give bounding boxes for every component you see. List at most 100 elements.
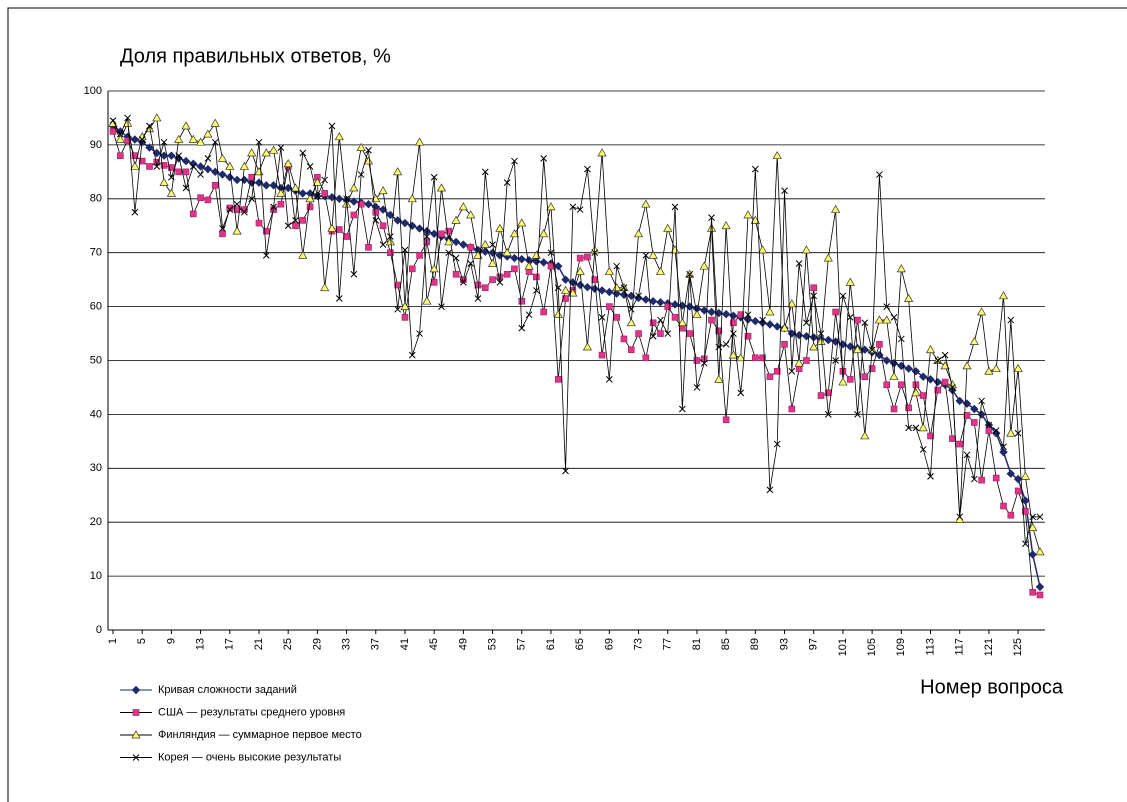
x-tick-label: 53 xyxy=(486,638,498,650)
point xyxy=(977,410,986,419)
point xyxy=(459,240,468,249)
y-tick-label: 10 xyxy=(90,570,102,582)
point xyxy=(175,168,182,176)
y-tick-label: 100 xyxy=(84,85,102,97)
point xyxy=(553,309,563,319)
point xyxy=(626,318,636,327)
point xyxy=(1036,591,1044,599)
point xyxy=(1028,550,1037,559)
point xyxy=(378,186,388,195)
point xyxy=(861,373,869,380)
point xyxy=(657,316,664,324)
point xyxy=(1028,522,1038,531)
point xyxy=(991,363,1001,372)
point xyxy=(934,386,942,394)
point xyxy=(977,307,987,316)
point xyxy=(517,218,527,227)
point xyxy=(883,381,891,389)
point xyxy=(511,265,518,273)
point xyxy=(1021,496,1030,505)
point xyxy=(590,284,599,294)
point xyxy=(752,354,759,362)
point xyxy=(991,429,1001,438)
point xyxy=(116,130,124,138)
point xyxy=(846,376,854,383)
point xyxy=(677,318,687,327)
point xyxy=(372,208,380,216)
x-tick-label: 89 xyxy=(749,638,761,650)
point xyxy=(255,219,263,227)
point xyxy=(400,218,410,228)
point xyxy=(911,367,921,376)
point xyxy=(876,341,883,348)
point xyxy=(467,260,475,267)
point xyxy=(335,194,344,204)
point xyxy=(115,134,125,143)
x-tick-label: 93 xyxy=(778,638,790,650)
point xyxy=(985,421,993,429)
point xyxy=(737,389,745,397)
point xyxy=(116,152,124,159)
x-tick-label: 21 xyxy=(253,638,265,650)
point xyxy=(949,435,956,442)
point xyxy=(145,143,154,152)
point xyxy=(225,173,234,182)
point xyxy=(232,175,242,185)
point xyxy=(648,250,658,259)
point xyxy=(1013,474,1023,484)
point xyxy=(511,157,518,165)
point xyxy=(328,122,336,130)
point xyxy=(861,319,869,327)
point xyxy=(744,332,752,340)
point xyxy=(905,404,912,412)
point xyxy=(430,173,438,181)
point xyxy=(730,319,737,327)
point xyxy=(460,278,467,286)
point xyxy=(109,117,117,124)
point xyxy=(262,252,270,259)
point xyxy=(751,316,760,326)
legend-label: Финляндия — суммарное первое место xyxy=(158,729,362,741)
point xyxy=(852,345,863,354)
point xyxy=(233,200,241,208)
point xyxy=(451,215,461,224)
point xyxy=(1035,582,1045,592)
x-tick-label: 41 xyxy=(399,638,411,650)
point xyxy=(721,221,731,230)
point xyxy=(831,204,841,213)
point xyxy=(292,217,299,224)
point xyxy=(510,253,519,263)
point xyxy=(489,241,496,248)
point xyxy=(656,298,665,307)
legend-label: Корея — очень высокие результаты xyxy=(158,751,341,763)
point xyxy=(999,447,1008,457)
point xyxy=(400,301,410,310)
point xyxy=(414,137,425,146)
point xyxy=(255,138,263,146)
series-line xyxy=(112,117,1040,544)
point xyxy=(1000,502,1007,510)
point xyxy=(518,324,526,332)
point xyxy=(583,282,592,292)
point xyxy=(226,206,234,213)
point xyxy=(386,210,395,220)
point xyxy=(159,177,169,186)
point xyxy=(219,230,226,238)
point xyxy=(146,122,153,130)
point xyxy=(1013,363,1023,372)
point xyxy=(949,384,956,391)
point xyxy=(204,196,212,204)
point xyxy=(394,305,402,313)
point xyxy=(321,176,329,184)
point xyxy=(452,254,460,262)
point xyxy=(809,342,819,351)
point xyxy=(327,223,337,232)
point xyxy=(539,229,549,238)
point xyxy=(1020,471,1031,480)
point xyxy=(722,340,730,348)
point xyxy=(197,194,204,202)
point xyxy=(788,367,796,375)
x-axis-label: Номер вопроса xyxy=(920,676,1064,698)
y-tick-label: 80 xyxy=(90,193,102,205)
point xyxy=(233,206,241,213)
